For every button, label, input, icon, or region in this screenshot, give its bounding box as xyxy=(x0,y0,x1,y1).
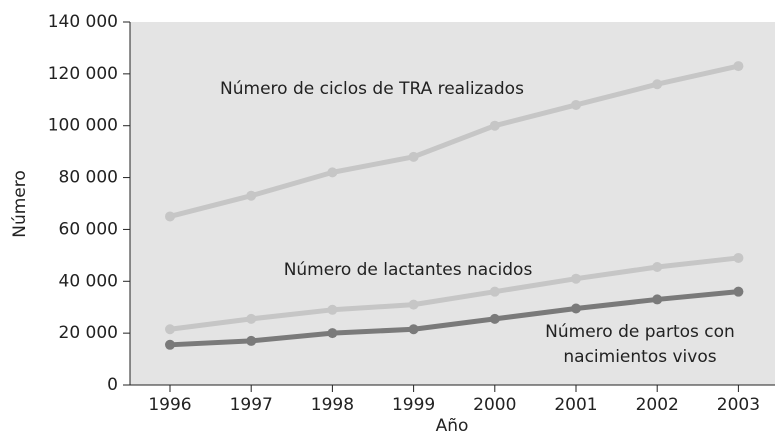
series-label: Número de partos con nacimientos vivos xyxy=(545,322,735,367)
y-tick-label: 140 000 xyxy=(48,12,118,32)
y-axis-label: Número xyxy=(10,170,30,238)
data-point xyxy=(246,190,257,201)
series-line xyxy=(169,289,739,348)
x-tick-label: 2001 xyxy=(554,395,597,415)
y-tick-label: 80 000 xyxy=(59,168,118,188)
data-point xyxy=(652,262,663,273)
y-tick-label: 120 000 xyxy=(48,64,118,84)
y-tick-label: 100 000 xyxy=(48,116,118,136)
series-line xyxy=(169,63,739,219)
data-point xyxy=(408,151,419,162)
data-point xyxy=(733,252,744,263)
y-tick-label: 0 xyxy=(107,375,118,395)
data-point xyxy=(571,303,581,314)
data-point xyxy=(165,339,175,350)
x-tick-label: 2003 xyxy=(717,395,760,415)
y-tick-label: 20 000 xyxy=(59,323,118,343)
data-point xyxy=(571,99,581,110)
data-point xyxy=(246,313,257,324)
y-tick-label: 60 000 xyxy=(59,219,118,239)
x-tick-label: 2002 xyxy=(636,395,679,415)
series-label: Número de ciclos de TRA realizados xyxy=(220,79,524,99)
data-point xyxy=(408,299,419,310)
x-tick-label: 1999 xyxy=(392,395,435,415)
data-point xyxy=(489,313,500,324)
data-point xyxy=(652,294,663,305)
data-point xyxy=(165,324,175,335)
x-axis-label: Año xyxy=(436,416,469,436)
data-point xyxy=(165,211,175,222)
data-point xyxy=(327,328,338,339)
x-tick-label: 1996 xyxy=(148,395,191,415)
x-tick-label: 1997 xyxy=(230,395,273,415)
data-point xyxy=(327,167,338,178)
data-point xyxy=(652,79,663,90)
data-point xyxy=(489,286,500,297)
x-tick-label: 2000 xyxy=(473,395,516,415)
data-point xyxy=(408,324,419,335)
y-tick-label: 40 000 xyxy=(59,271,118,291)
data-point xyxy=(733,286,744,297)
series-line xyxy=(169,255,739,332)
data-point xyxy=(733,61,744,72)
data-point xyxy=(327,304,338,315)
data-point xyxy=(246,335,257,346)
series-label: Número de lactantes nacidos xyxy=(284,260,533,280)
data-point xyxy=(571,273,581,284)
data-point xyxy=(489,120,500,131)
x-tick-label: 1998 xyxy=(311,395,354,415)
